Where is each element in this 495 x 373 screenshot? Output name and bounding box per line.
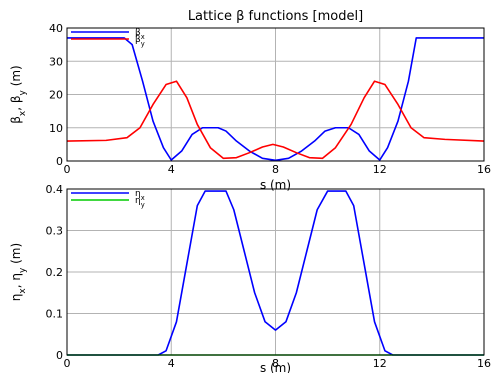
series-line-1: [67, 37, 484, 162]
y-tick-label: 0.3: [46, 225, 64, 238]
x-tick-label: 12: [373, 357, 387, 370]
y-tick-label: 40: [49, 22, 63, 35]
x-tick-label: 12: [373, 163, 387, 176]
x-tick-label: 8: [272, 357, 279, 370]
series-line-1: [67, 190, 484, 356]
y-tick-label: 10: [49, 122, 63, 135]
chart-title: Lattice β functions [model]: [188, 9, 363, 24]
y-tick-label: 0: [56, 155, 63, 168]
x-tick-label: 16: [477, 357, 491, 370]
plot-frame: [66, 27, 485, 162]
legend-label-2: βy: [135, 35, 145, 48]
legend-label-1: βx: [135, 28, 145, 41]
y-tick-label: 0.2: [46, 266, 64, 279]
legend-label-1: ηx: [135, 189, 145, 202]
x-axis-label: s (m): [260, 361, 291, 373]
x-tick-label: 4: [168, 163, 175, 176]
x-tick-label: 0: [64, 357, 71, 370]
y-tick-label: 0: [56, 349, 63, 362]
plot-frame: [66, 188, 485, 356]
y-tick-label: 0.1: [46, 308, 64, 321]
y-tick-label: 20: [49, 89, 63, 102]
legend-label-2: ηy: [135, 196, 145, 209]
x-tick-label: 0: [64, 163, 71, 176]
y-axis-label: ηx, ηy (m): [9, 243, 28, 301]
x-tick-label: 8: [272, 163, 279, 176]
y-tick-label: 30: [49, 55, 63, 68]
x-tick-label: 4: [168, 357, 175, 370]
y-axis-label: βx, βy (m): [9, 65, 28, 124]
y-tick-label: 0.4: [46, 183, 64, 196]
x-tick-label: 16: [477, 163, 491, 176]
series-line-2: [66, 80, 485, 160]
